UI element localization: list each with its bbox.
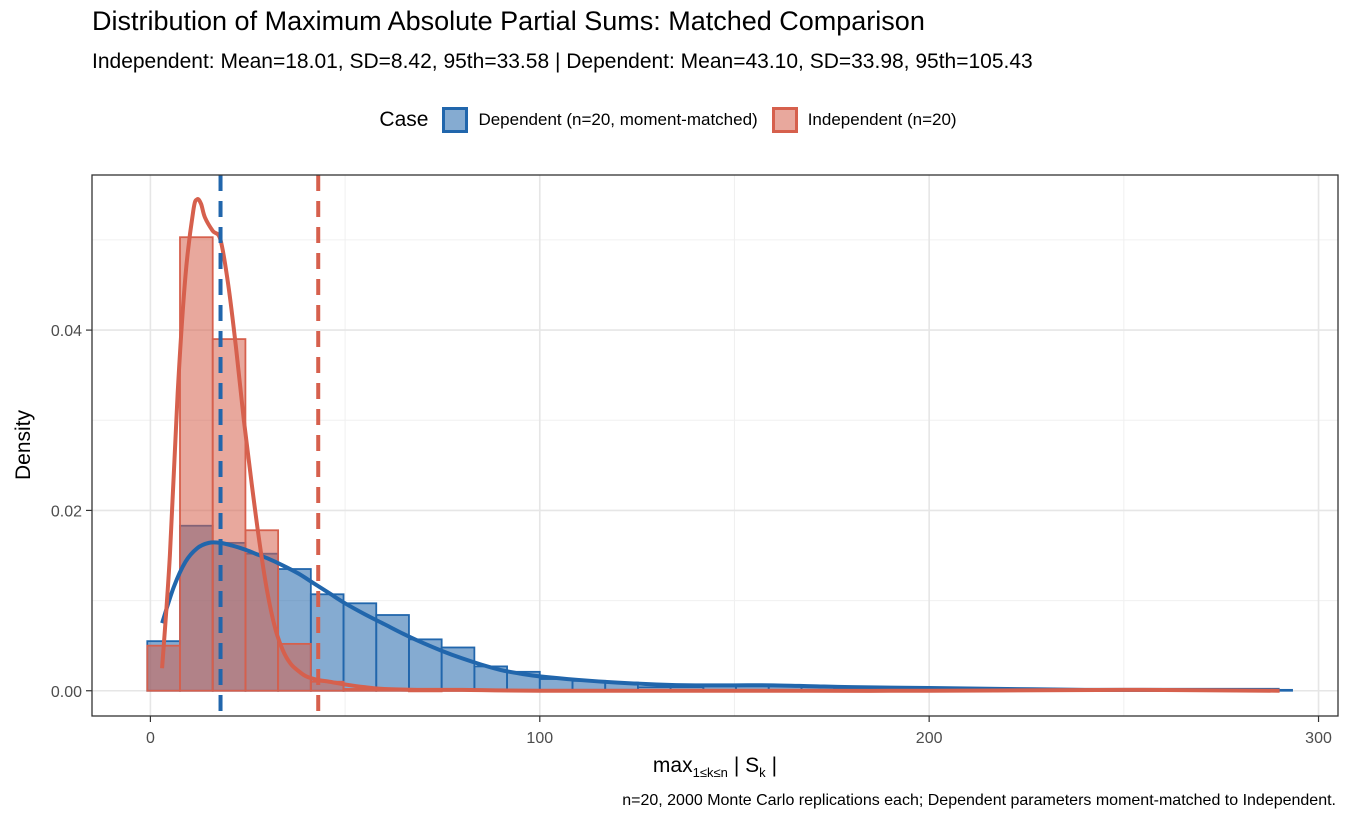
legend-key-independent — [771, 107, 798, 133]
x-tick-label: 300 — [1305, 730, 1332, 747]
y-axis-title: Density — [12, 409, 35, 480]
chart-subtitle: Independent: Mean=18.01, SD=8.42, 95th=3… — [92, 50, 1033, 73]
histogram-bar — [211, 338, 247, 692]
x-axis-title: max1≤k≤n | Sk | — [653, 754, 777, 780]
y-tick-label: 0.00 — [51, 684, 82, 701]
legend-label-dependent: Dependent (n=20, moment-matched) — [478, 110, 758, 129]
mean-lines — [218, 175, 321, 716]
histogram-bar — [309, 593, 345, 692]
y-tick-label: 0.02 — [51, 503, 82, 520]
x-axis-title-subscript-k: k — [759, 765, 766, 780]
legend-item-independent[interactable]: Independent (n=20) — [771, 107, 957, 133]
legend-key-dependent — [442, 107, 469, 133]
chart-title: Distribution of Maximum Absolute Partial… — [92, 6, 925, 36]
x-axis-title-max: max — [653, 754, 693, 777]
legend-label-independent: Independent (n=20) — [807, 110, 957, 129]
density-layer — [160, 197, 1280, 693]
legend-title: Case — [379, 108, 429, 131]
x-tick-label: 0 — [146, 730, 155, 747]
histogram-bar — [179, 236, 214, 692]
density-curve-independent — [160, 197, 1280, 693]
density-curve-dependent — [160, 540, 1280, 692]
chart-caption: n=20, 2000 Monte Carlo replications each… — [622, 792, 1336, 809]
x-axis-title-abs: | S — [734, 754, 759, 777]
x-axis-title-close: | — [772, 754, 777, 777]
x-tick-label: 200 — [916, 730, 943, 747]
legend-item-dependent[interactable]: Dependent (n=20, moment-matched) — [442, 107, 758, 133]
ticks-layer: 0 100 200 300 0.00 0.02 0.04 — [51, 323, 1332, 747]
panel-border — [91, 174, 1339, 717]
x-tick-label: 100 — [526, 730, 553, 747]
x-axis-title-subscript: 1≤k≤n — [693, 765, 728, 780]
legend: Case Dependent (n=20, moment-matched) In… — [0, 100, 1350, 140]
y-tick-label: 0.04 — [51, 323, 82, 340]
